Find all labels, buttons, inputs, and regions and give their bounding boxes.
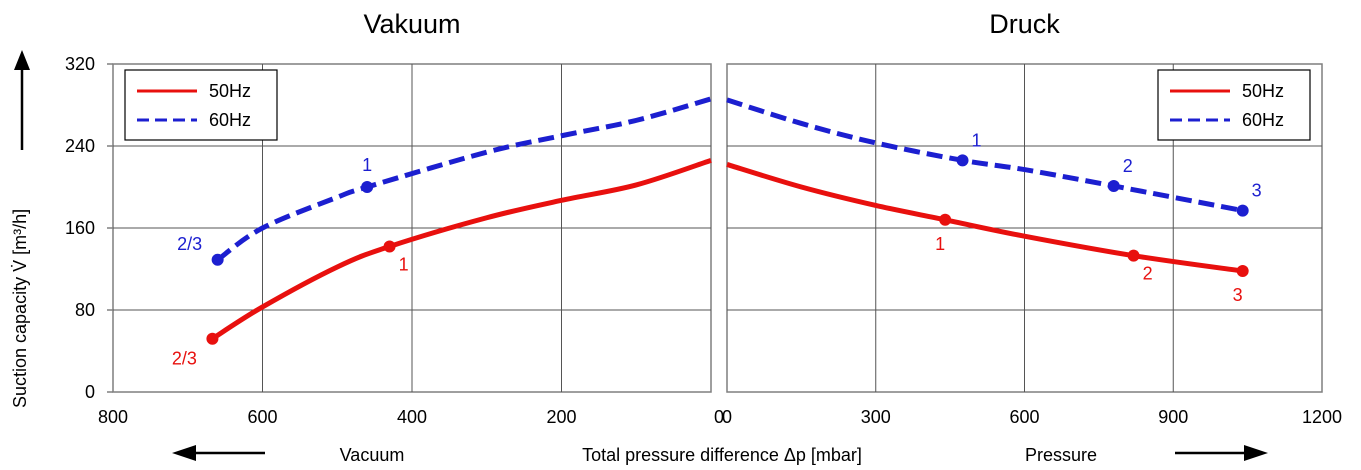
panel-title: Druck (989, 9, 1060, 39)
x-tick-label: 400 (397, 407, 427, 427)
y-tick-label: 160 (65, 218, 95, 238)
data-point (1236, 265, 1249, 278)
pressure-label: Pressure (1025, 445, 1097, 465)
x-tick-label: 0 (722, 407, 732, 427)
data-point-label: 2 (1143, 264, 1153, 284)
y-axis-label: Suction capacity V̇ [m³/h] (10, 209, 30, 408)
data-point (211, 253, 224, 266)
data-point (1236, 204, 1249, 217)
pressure-arrow-head (1244, 445, 1268, 461)
x-tick-label: 600 (247, 407, 277, 427)
data-point-label: 1 (362, 155, 372, 175)
data-point (939, 213, 952, 226)
data-point (1107, 179, 1120, 192)
data-point (1127, 249, 1140, 262)
series-line-50Hz (211, 157, 712, 341)
x-tick-label: 900 (1158, 407, 1188, 427)
data-point-label: 2/3 (177, 234, 202, 254)
y-tick-label: 320 (65, 54, 95, 74)
legend: 50Hz 60Hz (124, 69, 278, 141)
x-tick-label: 200 (546, 407, 576, 427)
legend-label: 50Hz (209, 81, 251, 101)
data-point-label: 1 (935, 234, 945, 254)
x-tick-label: 600 (1009, 407, 1039, 427)
panel-title: Vakuum (363, 9, 460, 39)
data-point-label: 2 (1123, 156, 1133, 176)
legend-label: 50Hz (1242, 81, 1284, 101)
data-point-label: 2/3 (172, 349, 197, 369)
data-point-label: 1 (972, 130, 982, 150)
data-point-label: 3 (1233, 285, 1243, 305)
x-tick-label: 0 (714, 407, 724, 427)
series-line-60Hz (216, 96, 712, 262)
data-point (206, 332, 219, 345)
data-point (956, 154, 969, 167)
panel-vakuum: Vakuum 0 80 160 240 320 800 600 400 200 0 2/3 1 2/3 1 5… (65, 9, 724, 427)
panel-druck: Druck 0 300 600 900 1200 1 2 3 1 2 3 50Hz 60Hz (722, 9, 1342, 427)
legend-label: 60Hz (209, 110, 251, 130)
y-axis-arrow-head (14, 50, 30, 70)
y-tick-label: 240 (65, 136, 95, 156)
legend-box (1157, 69, 1311, 141)
y-tick-label: 80 (75, 300, 95, 320)
data-point (361, 181, 374, 193)
x-axis-label: Total pressure difference Δp [mbar] (582, 445, 862, 465)
data-point-label: 1 (399, 254, 409, 274)
x-tick-label: 1200 (1302, 407, 1342, 427)
data-point (383, 240, 396, 253)
x-tick-label: 300 (861, 407, 891, 427)
vacuum-label: Vacuum (340, 445, 405, 465)
legend-label: 60Hz (1242, 110, 1284, 130)
x-tick-label: 800 (98, 407, 128, 427)
y-tick-label: 0 (85, 382, 95, 402)
data-point-label: 3 (1252, 181, 1262, 201)
x-axis-caption: Vacuum Total pressure difference Δp [mba… (172, 445, 1268, 465)
legend: 50Hz 60Hz (1157, 69, 1311, 141)
y-axis: Suction capacity V̇ [m³/h] (10, 50, 30, 408)
vacuum-arrow-head (172, 445, 196, 461)
legend-box (124, 69, 278, 141)
